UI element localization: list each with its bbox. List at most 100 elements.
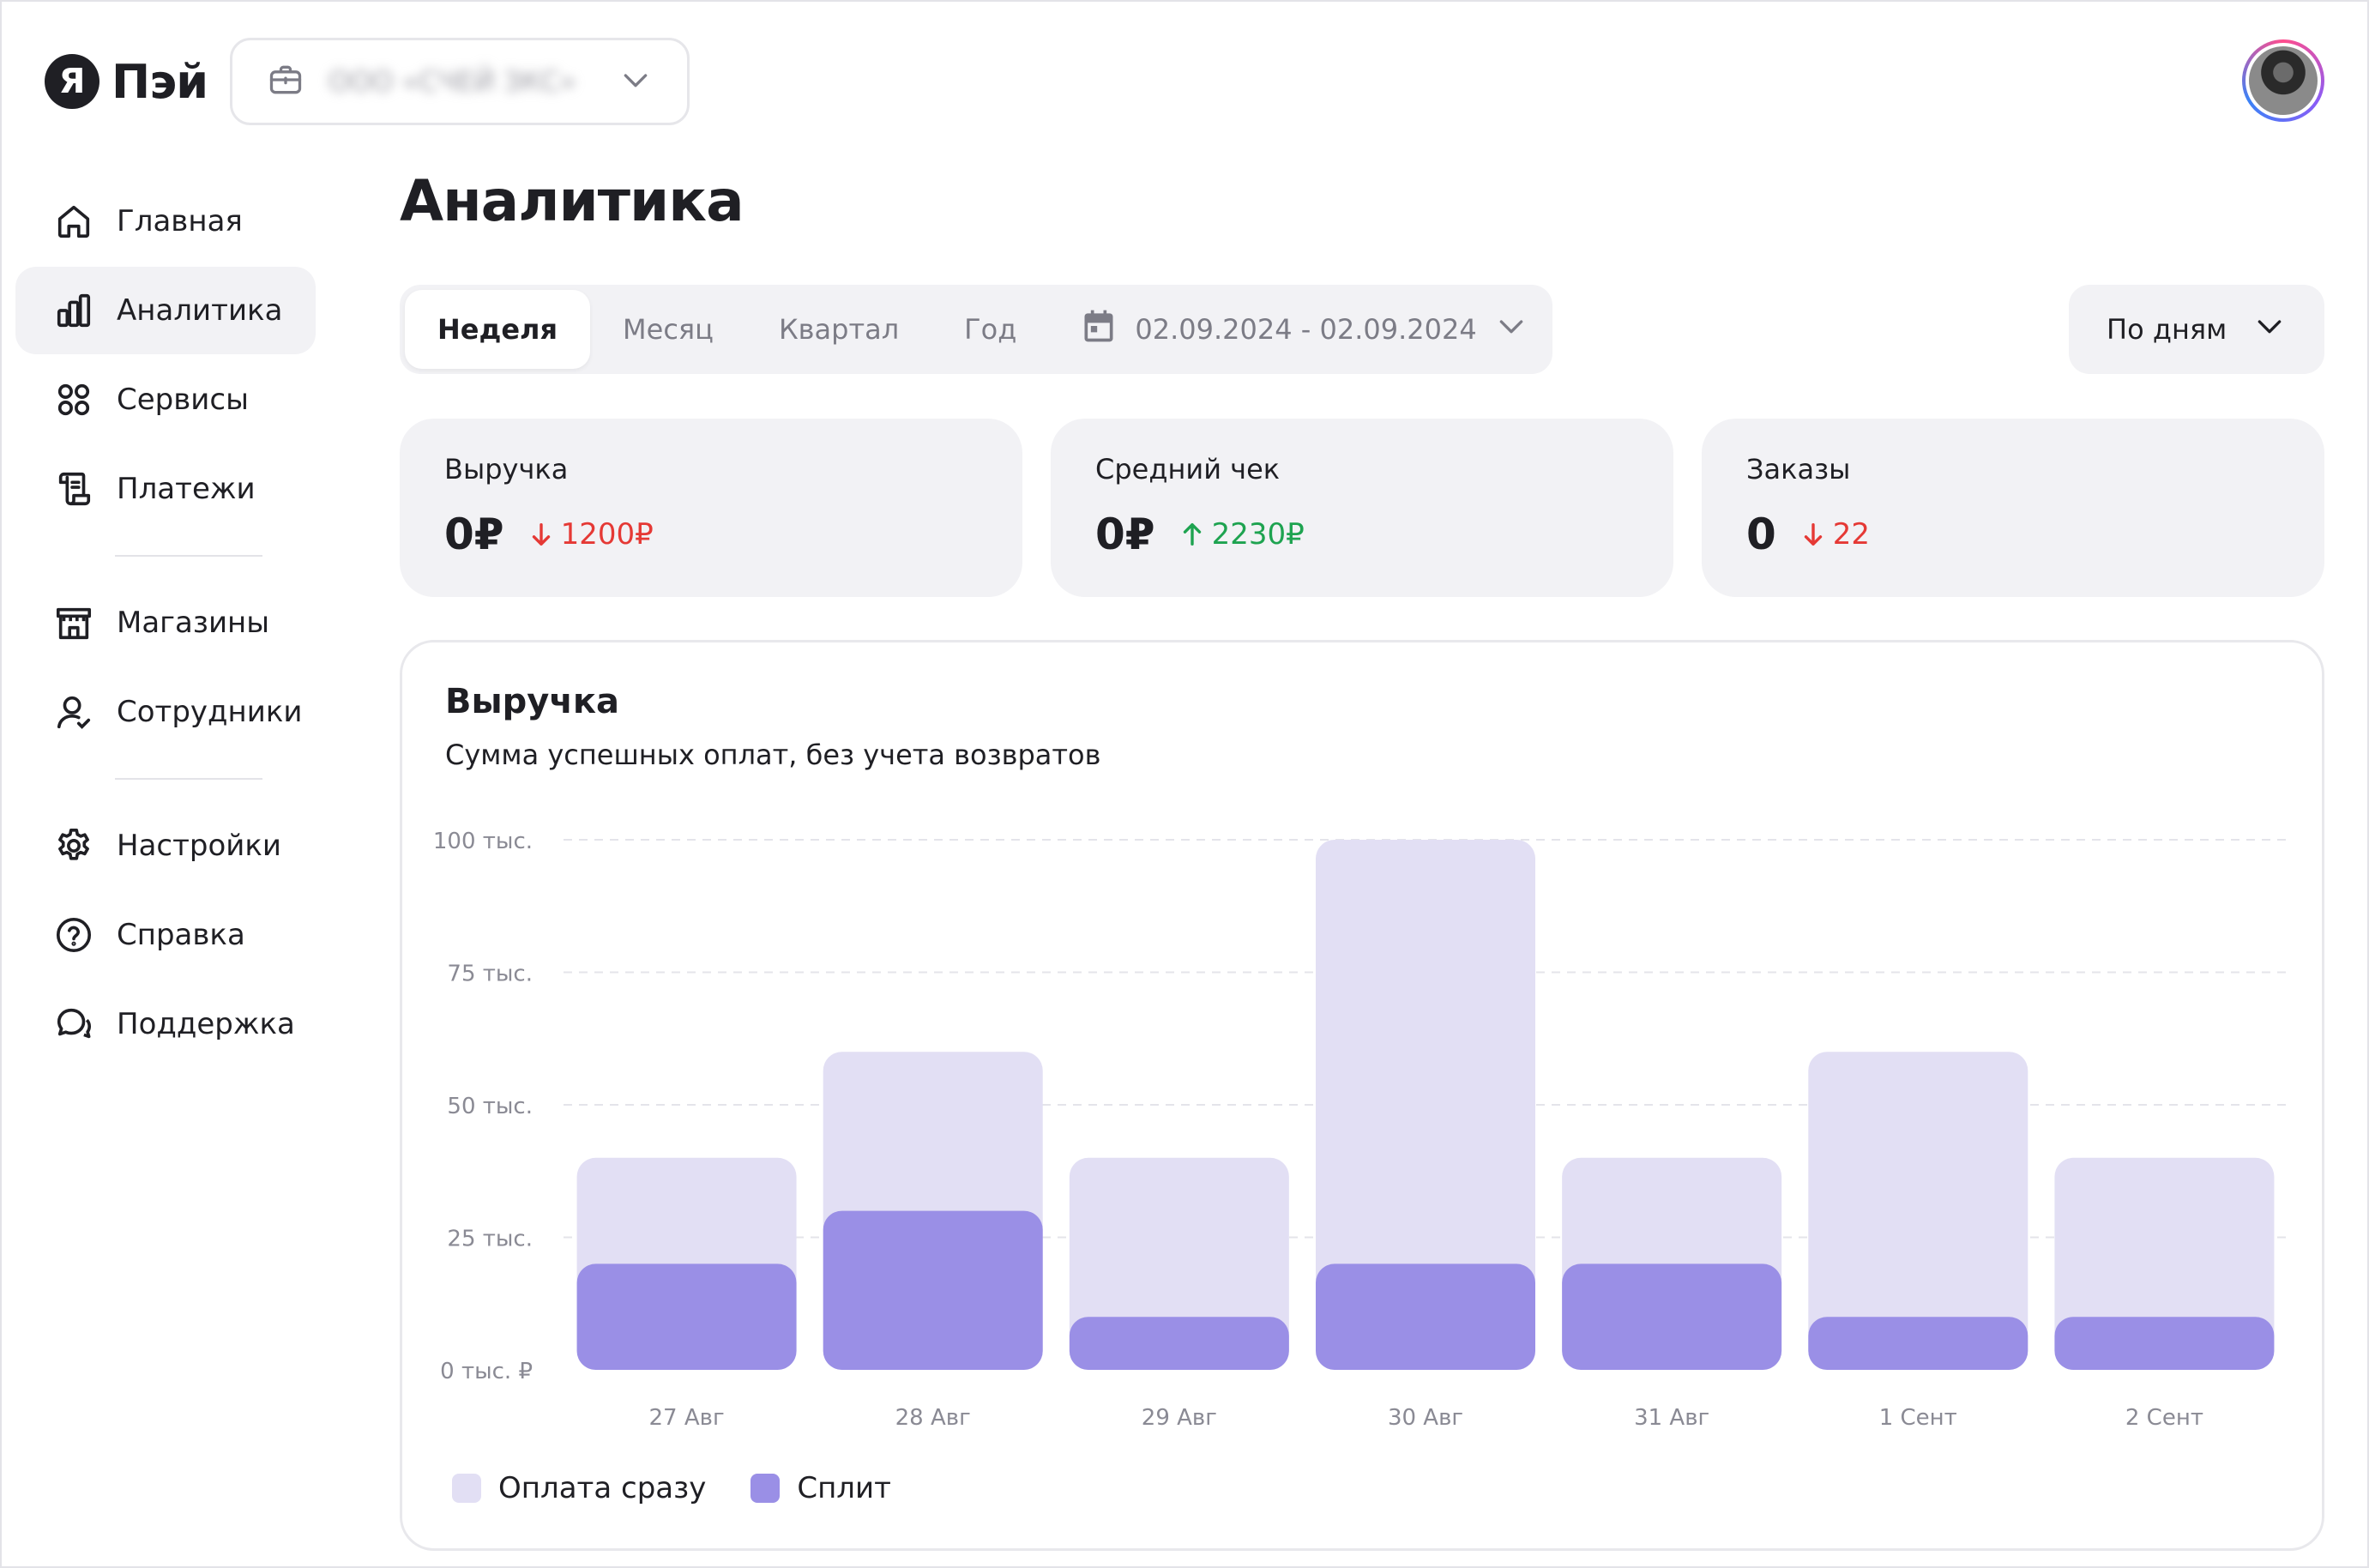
- logo-text: Пэй: [112, 54, 208, 109]
- stat-label: Средний чек: [1095, 453, 1281, 485]
- page-title: Аналитика: [400, 168, 744, 234]
- sidebar-item-label: Аналитика: [117, 293, 283, 328]
- bar-instant[interactable]: [1069, 1157, 1289, 1370]
- chart-title: Выручка: [445, 682, 619, 721]
- chevron-down-icon: [1494, 309, 1528, 350]
- x-tick-label: 1 Сент: [1879, 1405, 1957, 1431]
- legend-swatch: [452, 1474, 481, 1503]
- user-avatar[interactable]: [2242, 39, 2324, 122]
- chart-subtitle: Сумма успешных оплат, без учета возврато…: [445, 739, 1101, 771]
- bar-split[interactable]: [1562, 1263, 1782, 1370]
- bar-instant[interactable]: [1316, 840, 1535, 1370]
- avatar-photo: [2249, 46, 2318, 115]
- sidebar-item-label: Магазины: [117, 606, 270, 640]
- bar-instant[interactable]: [2054, 1157, 2275, 1370]
- tab-week[interactable]: Неделя: [405, 290, 591, 369]
- x-tick-label: 30 Авг: [1388, 1405, 1463, 1431]
- date-range-text: 02.09.2024 - 02.09.2024: [1135, 313, 1477, 346]
- organization-select[interactable]: ООО «СЧЕЙ ЗКС»: [230, 38, 690, 125]
- period-selector: Неделя Месяц Квартал Год 02.09.2024 - 02…: [400, 285, 1552, 374]
- bar-chart-icon: [53, 290, 94, 331]
- sidebar-item-label: Сервисы: [117, 383, 249, 417]
- sidebar-divider: [115, 778, 262, 780]
- bar-split[interactable]: [1069, 1317, 1289, 1370]
- x-tick-label: 31 Авг: [1634, 1405, 1709, 1431]
- bar-split[interactable]: [576, 1263, 797, 1370]
- sidebar-item-support[interactable]: Поддержка: [15, 980, 316, 1068]
- sidebar-item-help[interactable]: Справка: [15, 891, 316, 979]
- revenue-chart-card: Выручка Сумма успешных оплат, без учета …: [400, 640, 2324, 1551]
- chart-legend: Оплата сразу Сплит: [452, 1471, 891, 1505]
- sidebar-item-label: Главная: [117, 204, 243, 238]
- gear-icon: [53, 825, 94, 866]
- sidebar-item-payments[interactable]: Платежи: [15, 445, 316, 533]
- sidebar-item-home[interactable]: Главная: [15, 178, 316, 265]
- x-tick-label: 29 Авг: [1142, 1405, 1217, 1431]
- sidebar-divider: [115, 555, 262, 557]
- sidebar-item-services[interactable]: Сервисы: [15, 356, 316, 443]
- x-tick-label: 27 Авг: [649, 1405, 725, 1431]
- sidebar-item-label: Справка: [117, 918, 245, 952]
- y-tick-label: 25 тыс.: [447, 1227, 533, 1252]
- stat-label: Выручка: [444, 453, 569, 485]
- legend-item-instant[interactable]: Оплата сразу: [452, 1471, 706, 1505]
- bar-split[interactable]: [2054, 1317, 2275, 1370]
- brand-logo[interactable]: Я Пэй: [45, 53, 208, 110]
- stat-delta: 22: [1799, 517, 1870, 552]
- sidebar-item-label: Платежи: [117, 472, 256, 506]
- organization-name: ООО «СЧЕЙ ЗКС»: [329, 65, 577, 98]
- sidebar-item-settings[interactable]: Настройки: [15, 802, 316, 890]
- x-tick-label: 28 Авг: [895, 1405, 971, 1431]
- legend-swatch: [750, 1474, 781, 1503]
- stat-delta-value: 1200₽: [560, 517, 654, 552]
- y-tick-label: 50 тыс.: [447, 1094, 533, 1119]
- sidebar-item-analytics[interactable]: Аналитика: [15, 267, 316, 354]
- stat-delta: 2230₽: [1178, 517, 1305, 552]
- stat-delta-value: 2230₽: [1211, 517, 1305, 552]
- store-icon: [53, 602, 94, 643]
- y-tick-label: 75 тыс.: [447, 962, 533, 987]
- date-range-picker[interactable]: 02.09.2024 - 02.09.2024: [1080, 307, 1528, 352]
- y-tick-label: 0 тыс. ₽: [440, 1359, 533, 1384]
- employees-icon: [53, 691, 94, 733]
- home-icon: [53, 201, 94, 242]
- sidebar-item-label: Настройки: [117, 829, 282, 863]
- revenue-bar-chart: 0 тыс. ₽ 25 тыс. 50 тыс. 75 тыс. 100 тыс. 27 …: [433, 829, 2288, 1431]
- bar-instant[interactable]: [1808, 1052, 2028, 1370]
- briefcase-icon: [267, 61, 304, 102]
- arrow-up-icon: [1183, 522, 1201, 546]
- chevron-down-icon: [2252, 309, 2287, 350]
- arrow-down-icon: [1804, 522, 1822, 546]
- stat-delta: 1200₽: [527, 517, 654, 552]
- chevron-down-icon: [618, 63, 653, 100]
- receipt-icon: [53, 468, 94, 510]
- grouping-value: По дням: [2107, 313, 2227, 346]
- stat-value: 0: [1746, 510, 1776, 559]
- bar-split[interactable]: [823, 1210, 1043, 1370]
- stat-card-revenue: Выручка 0₽ 1200₽: [400, 419, 1022, 597]
- bar-split[interactable]: [1316, 1263, 1535, 1370]
- legend-label: Оплата сразу: [498, 1471, 707, 1505]
- tab-quarter[interactable]: Квартал: [778, 313, 900, 346]
- x-tick-label: 2 Сент: [2125, 1405, 2203, 1431]
- grouping-select[interactable]: По дням: [2069, 285, 2324, 374]
- grid-icon: [53, 379, 94, 420]
- logo-badge: Я: [45, 54, 99, 109]
- bar-split[interactable]: [1808, 1317, 2028, 1370]
- sidebar-item-label: Поддержка: [117, 1007, 295, 1041]
- stat-card-average-check: Средний чек 0₽ 2230₽: [1051, 419, 1673, 597]
- sidebar-item-employees[interactable]: Сотрудники: [15, 668, 316, 756]
- y-tick-label: 100 тыс.: [433, 829, 533, 854]
- help-icon: [53, 914, 94, 956]
- sidebar-item-label: Сотрудники: [117, 695, 303, 729]
- tab-year[interactable]: Год: [964, 313, 1017, 346]
- tab-month[interactable]: Месяц: [623, 313, 714, 346]
- chat-icon: [53, 1004, 94, 1045]
- legend-item-split[interactable]: Сплит: [750, 1471, 891, 1505]
- sidebar-item-stores[interactable]: Магазины: [15, 579, 316, 666]
- stat-card-orders: Заказы 0 22: [1702, 419, 2324, 597]
- stat-label: Заказы: [1746, 453, 1851, 485]
- calendar-icon: [1080, 307, 1118, 352]
- stat-delta-value: 22: [1832, 517, 1871, 552]
